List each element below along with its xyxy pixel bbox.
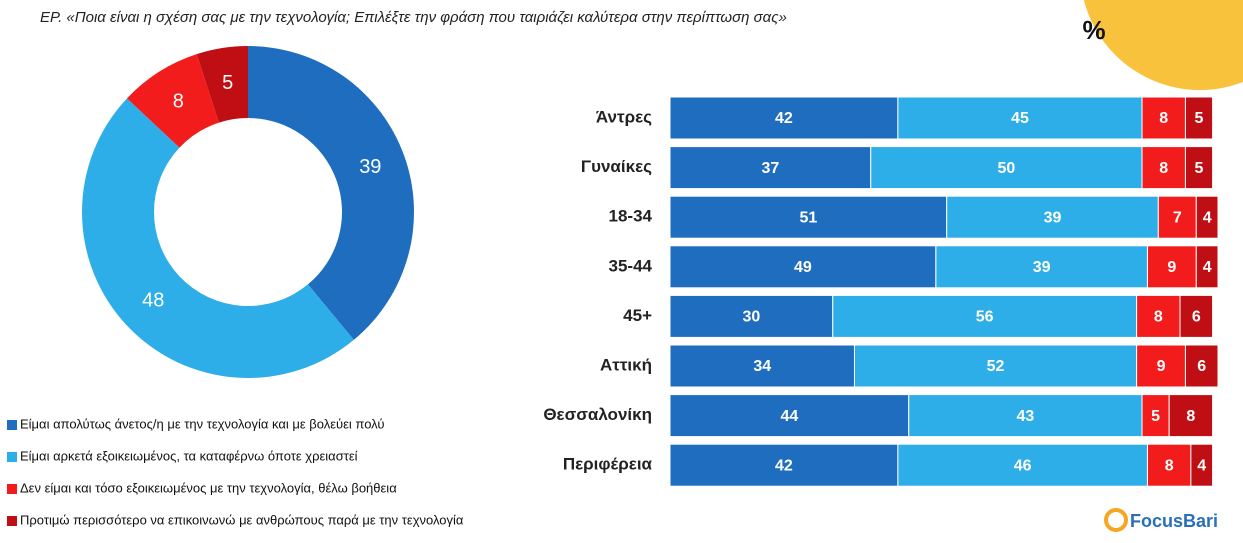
bar-segment bbox=[1141, 96, 1186, 140]
data-label: 45 bbox=[1011, 110, 1029, 127]
bar-segment bbox=[1195, 245, 1219, 289]
data-label: 48 bbox=[142, 289, 164, 311]
data-label: 8 bbox=[1159, 160, 1168, 177]
data-label: 8 bbox=[1186, 408, 1195, 425]
data-label: 5 bbox=[1195, 160, 1204, 177]
bar-segment bbox=[1141, 146, 1186, 190]
data-label: 52 bbox=[987, 358, 1005, 375]
logo-icon bbox=[1104, 508, 1128, 532]
bar-segment bbox=[1179, 294, 1214, 338]
bar-segment bbox=[1136, 294, 1181, 338]
data-label: 39 bbox=[359, 156, 381, 178]
data-label: 39 bbox=[1033, 259, 1051, 276]
legend-swatch bbox=[7, 420, 17, 430]
donut-slice bbox=[248, 46, 414, 340]
category-label: 18-34 bbox=[609, 207, 653, 226]
data-label: 7 bbox=[1173, 209, 1182, 226]
data-label: 43 bbox=[1016, 408, 1034, 425]
logo: FocusBari bbox=[1130, 511, 1218, 531]
data-label: 9 bbox=[1167, 259, 1176, 276]
unit: % bbox=[1082, 15, 1105, 45]
data-label: 51 bbox=[799, 209, 817, 226]
data-label: 39 bbox=[1044, 209, 1062, 226]
bar-segment bbox=[935, 245, 1148, 289]
data-label: 5 bbox=[222, 72, 233, 94]
data-label: 30 bbox=[742, 309, 760, 326]
data-label: 42 bbox=[775, 457, 793, 474]
bar-segment bbox=[669, 195, 948, 239]
data-label: 8 bbox=[1165, 457, 1174, 474]
bar-segment bbox=[832, 294, 1138, 338]
bar-segment bbox=[669, 96, 899, 140]
category-label: 35-44 bbox=[609, 256, 653, 275]
category-label: Άντρες bbox=[596, 107, 652, 126]
legend-label: Δεν είμαι και τόσο εξοικειωμένος με την … bbox=[20, 480, 397, 495]
legend-label: Είμαι αρκετά εξοικειωμένος, τα καταφέρνω… bbox=[20, 448, 358, 463]
legend-swatch bbox=[7, 452, 17, 462]
bar-segment bbox=[1184, 96, 1214, 140]
data-label: 8 bbox=[1154, 309, 1163, 326]
category-label: Γυναίκες bbox=[581, 157, 652, 176]
bar-segment bbox=[1190, 443, 1214, 487]
bar-segment bbox=[1184, 146, 1214, 190]
category-label: 45+ bbox=[623, 306, 652, 325]
bar-segment bbox=[1157, 195, 1197, 239]
data-label: 6 bbox=[1192, 309, 1201, 326]
legend-label: Είμαι απολύτως άνετος/η με την τεχνολογί… bbox=[20, 416, 384, 431]
category-label: Αττική bbox=[600, 355, 652, 374]
decor-circle bbox=[1083, 0, 1243, 90]
data-label: 56 bbox=[976, 309, 994, 326]
bar-segment bbox=[1184, 344, 1219, 388]
data-label: 4 bbox=[1203, 259, 1212, 276]
bar-segment bbox=[1146, 245, 1197, 289]
data-label: 42 bbox=[775, 110, 793, 127]
data-label: 8 bbox=[1159, 110, 1168, 127]
donut-slice bbox=[81, 98, 354, 379]
bar-segment bbox=[669, 443, 899, 487]
bar-segment bbox=[669, 344, 855, 388]
data-label: 50 bbox=[997, 160, 1015, 177]
data-label: 6 bbox=[1197, 358, 1206, 375]
bar-segment bbox=[669, 245, 937, 289]
bar-segment bbox=[1141, 394, 1170, 438]
donut-slice bbox=[126, 54, 219, 148]
data-label: 5 bbox=[1151, 408, 1160, 425]
legend-label: Προτιμώ περισσότερο να επικοινωνώ με ανθ… bbox=[20, 512, 464, 527]
data-label: 37 bbox=[761, 160, 779, 177]
bar-segment bbox=[1136, 344, 1186, 388]
data-label: 5 bbox=[1195, 110, 1204, 127]
data-label: 34 bbox=[753, 358, 771, 375]
data-label: 44 bbox=[780, 408, 798, 425]
data-label: 4 bbox=[1197, 457, 1206, 474]
bar-segment bbox=[669, 394, 910, 438]
bar-segment bbox=[908, 394, 1143, 438]
bar-segment bbox=[853, 344, 1138, 388]
data-label: 8 bbox=[173, 91, 184, 113]
bar-segment bbox=[1168, 394, 1214, 438]
bar-segment bbox=[1195, 195, 1219, 239]
bar-segment bbox=[870, 146, 1143, 190]
legend-swatch bbox=[7, 516, 17, 526]
data-label: 46 bbox=[1014, 457, 1032, 474]
category-label: Περιφέρεια bbox=[563, 455, 653, 474]
bar-segment bbox=[897, 443, 1148, 487]
donut-slice bbox=[196, 46, 248, 123]
legend-swatch bbox=[7, 484, 17, 494]
data-label: 4 bbox=[1203, 209, 1212, 226]
data-label: 9 bbox=[1157, 358, 1166, 375]
bar-segment bbox=[669, 146, 872, 190]
bar-segment bbox=[1146, 443, 1192, 487]
title: ΕΡ. «Ποια είναι η σχέση σας με την τεχνο… bbox=[40, 9, 787, 26]
data-label: 49 bbox=[794, 259, 812, 276]
category-label: Θεσσαλονίκη bbox=[543, 405, 652, 424]
bar-segment bbox=[669, 294, 834, 338]
